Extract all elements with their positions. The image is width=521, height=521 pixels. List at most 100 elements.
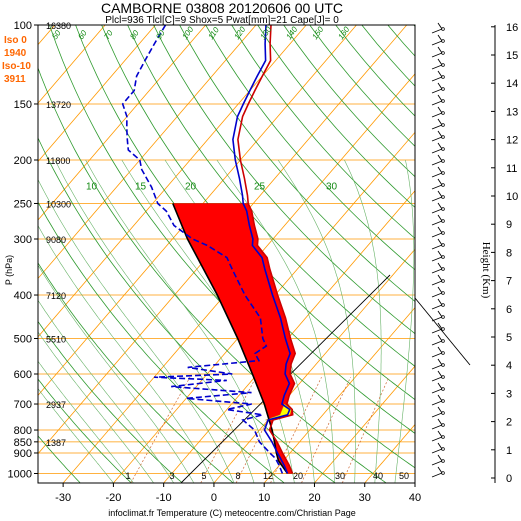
height-tick-label: 1 [506, 445, 512, 457]
isotherm-label: 15 [135, 181, 147, 192]
mixing-ratio-line [130, 377, 191, 483]
wind-barb-shaft [431, 148, 443, 154]
wind-barb-flag [437, 358, 443, 366]
wind-barb-base [441, 183, 445, 187]
height-tick-label: 7 [506, 276, 512, 288]
moist-adiabat-line [394, 159, 415, 483]
x-tick-label: 30 [359, 492, 371, 504]
wind-barb-shaft [431, 196, 443, 202]
y-tick-label: 150 [14, 99, 32, 111]
wind-barb-shaft [431, 388, 443, 394]
wind-barb-shaft [431, 364, 443, 370]
mixing-ratio-line [341, 377, 390, 483]
x-tick-label: 20 [308, 492, 320, 504]
x-tick-label: 0 [211, 492, 217, 504]
dry-adiabat-line [466, 25, 521, 483]
isotherm-line [38, 25, 307, 338]
virtual-temperature-line [237, 25, 297, 474]
moist-adiabat-line [38, 331, 154, 483]
wind-barb-flag [437, 34, 443, 42]
moist-adiabat-line [38, 264, 195, 483]
mixing-ratio-label: 3 [169, 471, 174, 481]
freezing-levels: Iso 0 1940 Iso-10 3911 [2, 35, 31, 85]
height-tick-label: 15 [506, 50, 518, 62]
y-tick-label: 1000 [8, 468, 32, 480]
moist-adiabat-line [216, 159, 335, 483]
wind-barb-flag [437, 274, 443, 282]
wind-barb-shaft [431, 232, 443, 238]
wind-barb-flag [437, 430, 443, 438]
wind-barb-shaft [431, 376, 443, 382]
isotherm-line [465, 25, 521, 483]
wind-barb-shaft [431, 256, 443, 262]
wind-barb-base [441, 459, 445, 463]
wind-barb-base [441, 63, 445, 67]
height-tick-label: 11 [506, 163, 517, 175]
dry-adiabat-line [38, 201, 285, 483]
wind-barb-flag [437, 346, 443, 354]
wind-barb-flag [437, 262, 443, 270]
height-label: 10300 [46, 199, 71, 209]
wind-barb-shaft [431, 400, 443, 406]
wind-barb-flag [437, 166, 443, 174]
isotherm-line [314, 365, 415, 483]
wind-barb-shaft [431, 112, 443, 118]
wind-barb-flag [437, 322, 443, 330]
wind-barb-flag [437, 22, 443, 30]
wind-barb-base [441, 195, 445, 199]
wind-barb-flag [437, 466, 443, 474]
mixing-ratio-label: 30 [335, 471, 345, 481]
wind-barb-shaft [431, 124, 443, 130]
wind-barb-base [441, 159, 445, 163]
moist-adiabat-line [38, 225, 215, 483]
wind-barb-flag [437, 442, 443, 450]
wind-barb-shaft [431, 244, 443, 250]
y-tick-label: 800 [14, 425, 32, 437]
wind-barb-shaft [431, 40, 443, 46]
dry-adiabat-line [38, 66, 387, 483]
isotherm-label: 25 [254, 181, 266, 192]
wind-barb-shaft [431, 352, 443, 358]
height-label: 11800 [46, 156, 70, 166]
wind-barb-shaft [431, 100, 443, 106]
moist-adiabat-line [277, 159, 356, 483]
mixing-ratio-label: 1 [125, 471, 130, 481]
wind-barb-base [441, 87, 445, 91]
wind-barb-base [441, 411, 445, 415]
wind-barb-flag [437, 406, 443, 414]
wind-barb-base [441, 327, 445, 331]
wind-barb-base [441, 243, 445, 247]
wind-barb-shaft [431, 436, 443, 442]
wind-barb-shaft [431, 472, 443, 478]
wind-barb-base [441, 123, 445, 127]
height-axis-label: Height (Km) [480, 242, 492, 299]
y-tick-label: 850 [14, 437, 32, 449]
moist-adiabat-line [54, 159, 255, 483]
plot-frame [37, 24, 416, 484]
wind-barbs [414, 22, 471, 478]
wind-barb-shaft [431, 160, 443, 166]
wind-barb-base [441, 399, 445, 403]
isotherm-line [0, 25, 5, 483]
wind-barb-base [441, 387, 445, 391]
wind-barb-shaft [431, 292, 443, 298]
dry-adiabat-line [205, 25, 415, 271]
wind-barb-flag [437, 70, 443, 78]
iso0-label: Iso 0 [4, 35, 27, 46]
wind-barb-shaft [431, 268, 443, 274]
wind-barb-flag [437, 58, 443, 66]
wind-barb-base [441, 279, 445, 283]
iso10-label: Iso-10 [2, 61, 31, 72]
wind-barb-base [441, 291, 445, 295]
wind-barb-flag [437, 334, 443, 342]
dry-adiabat-line [38, 435, 81, 483]
moist-adiabat-line [85, 159, 275, 483]
isotherm-label: 20 [185, 181, 197, 192]
wind-barb-shaft [431, 304, 443, 310]
mixing-ratio-line [301, 377, 351, 483]
wind-barb-base [441, 99, 445, 103]
wind-barb-flag [437, 178, 443, 186]
iso10-value: 3911 [4, 74, 26, 85]
wind-barb-base [441, 111, 445, 115]
chart-subtitle: Plcl=936 Tlcl[C]=9 Shox=5 Pwat[mm]=21 Ca… [105, 15, 339, 26]
